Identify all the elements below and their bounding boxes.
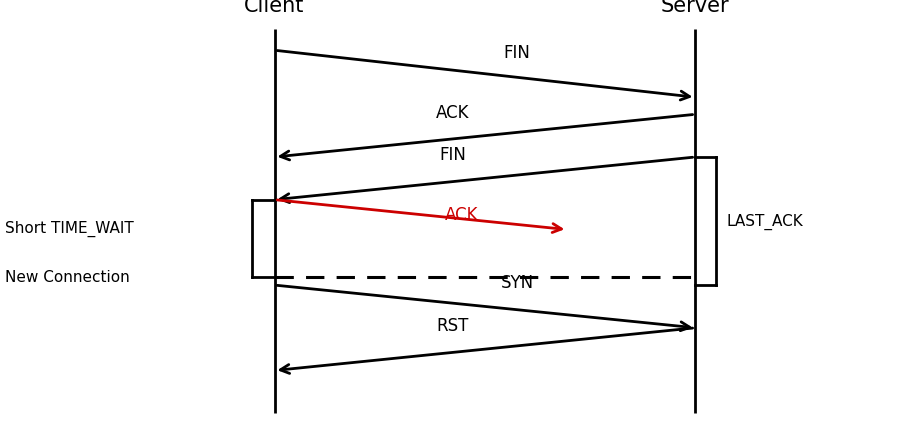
Text: SYN: SYN [501,274,533,292]
Text: ACK: ACK [436,104,469,121]
Text: FIN: FIN [439,146,467,164]
Text: ACK: ACK [446,206,479,224]
Text: FIN: FIN [503,44,531,62]
Text: Short TIME_WAIT: Short TIME_WAIT [5,220,134,236]
Text: RST: RST [436,317,469,334]
Text: LAST_ACK: LAST_ACK [727,213,803,230]
Text: Server: Server [661,0,730,16]
Text: New Connection: New Connection [5,269,129,285]
Text: Client: Client [244,0,305,16]
